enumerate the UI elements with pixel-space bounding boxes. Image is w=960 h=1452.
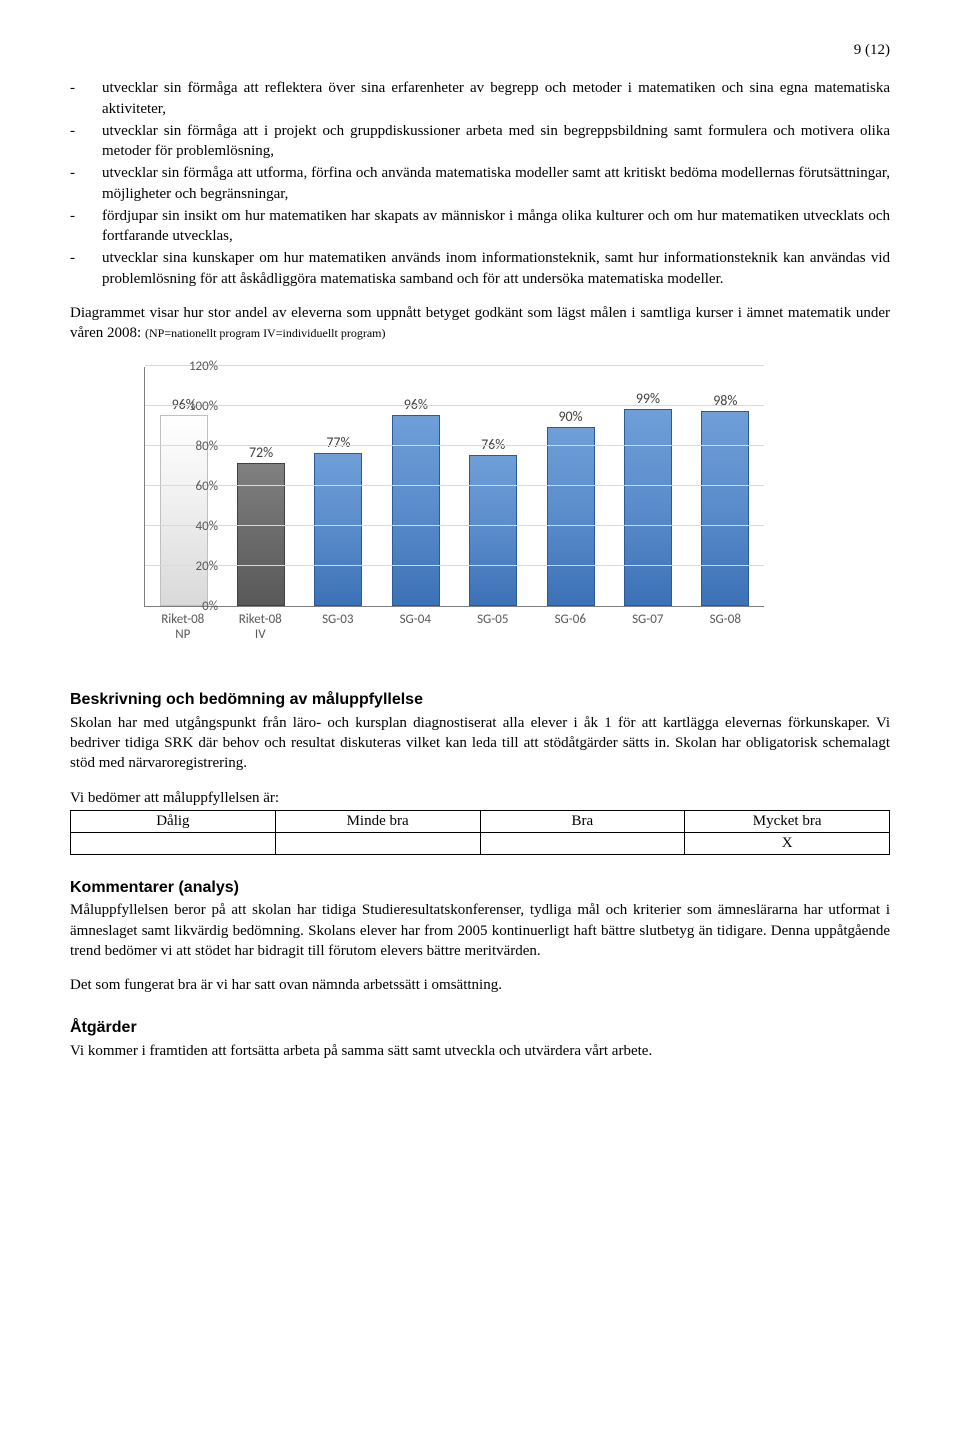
assess-intro: Vi bedömer att måluppfyllelsen är: (70, 788, 890, 808)
assess-header-cell: Dålig (71, 810, 276, 832)
section-desc-body: Skolan har med utgångspunkt från läro- o… (70, 713, 890, 774)
bar: 99% (624, 409, 672, 606)
bullet-dash: - (70, 121, 102, 162)
bullet-dash: - (70, 248, 102, 289)
bar-slot: 96% (377, 367, 454, 606)
grid-line (145, 565, 764, 566)
x-tick-label: SG-04 (377, 609, 455, 643)
grid-line (145, 485, 764, 486)
x-tick-label: SG-05 (454, 609, 532, 643)
section-desc-title: Beskrivning och bedömning av måluppfylle… (70, 689, 890, 711)
bar: 98% (701, 411, 749, 606)
assess-mark-cell (480, 832, 685, 854)
x-axis-labels: Riket-08NPRiket-08IVSG-03SG-04SG-05SG-06… (144, 609, 764, 643)
bar: 96% (392, 415, 440, 606)
bar-slot: 99% (609, 367, 686, 606)
y-tick-label: 20% (168, 558, 218, 576)
section-actions-title: Åtgärder (70, 1017, 890, 1039)
x-tick-label: SG-07 (609, 609, 687, 643)
assess-header-cell: Mycket bra (685, 810, 890, 832)
chart-intro: Diagrammet visar hur stor andel av eleve… (70, 303, 890, 344)
x-tick-label: Riket-08IV (222, 609, 300, 643)
assess-mark-cell (275, 832, 480, 854)
bullet-dash: - (70, 206, 102, 247)
bar-value-label: 77% (326, 434, 350, 453)
y-tick-label: 100% (168, 398, 218, 416)
bar: 76% (469, 455, 517, 606)
bullet-list: -utvecklar sin förmåga att reflektera öv… (70, 78, 890, 289)
section-comment-extra: Det som fungerat bra är vi har satt ovan… (70, 975, 890, 995)
list-item: -fördjupar sin insikt om hur matematiken… (70, 206, 890, 247)
assess-header-cell: Minde bra (275, 810, 480, 832)
grid-line (145, 405, 764, 406)
list-item: -utvecklar sin förmåga att reflektera öv… (70, 78, 890, 119)
bar-chart: 96%72%77%96%76%90%99%98% Riket-08NPRiket… (90, 359, 790, 659)
y-tick-label: 40% (168, 518, 218, 536)
bullet-text: utvecklar sin förmåga att utforma, förfi… (102, 163, 890, 204)
chart-plot-area: 96%72%77%96%76%90%99%98% (144, 367, 764, 607)
x-tick-label: SG-08 (687, 609, 765, 643)
x-tick-label: SG-03 (299, 609, 377, 643)
list-item: -utvecklar sin förmåga att utforma, förf… (70, 163, 890, 204)
assess-mark-cell (71, 832, 276, 854)
bar-slot: 77% (300, 367, 377, 606)
grid-line (145, 445, 764, 446)
bar-slot: 98% (687, 367, 764, 606)
bullet-text: utvecklar sin förmåga att i projekt och … (102, 121, 890, 162)
page-number: 9 (12) (70, 40, 890, 60)
bullet-dash: - (70, 78, 102, 119)
bars-row: 96%72%77%96%76%90%99%98% (145, 367, 764, 606)
assess-mark-cell: X (685, 832, 890, 854)
y-tick-label: 60% (168, 478, 218, 496)
bar-value-label: 98% (713, 392, 737, 411)
bar-slot: 90% (532, 367, 609, 606)
chart-intro-note: (NP=nationellt program IV=individuellt p… (145, 326, 386, 340)
assess-header-cell: Bra (480, 810, 685, 832)
chart-container: 96%72%77%96%76%90%99%98% Riket-08NPRiket… (90, 359, 890, 659)
bar: 90% (547, 427, 595, 606)
bullet-text: fördjupar sin insikt om hur matematiken … (102, 206, 890, 247)
grid-line (145, 525, 764, 526)
bar-slot: 72% (222, 367, 299, 606)
bar: 77% (314, 453, 362, 606)
bar-value-label: 90% (558, 408, 582, 427)
section-comment-title: Kommentarer (analys) (70, 877, 890, 899)
assessment-table: DåligMinde braBraMycket bra X (70, 810, 890, 855)
x-tick-label: SG-06 (532, 609, 610, 643)
bar-slot: 76% (455, 367, 532, 606)
list-item: -utvecklar sin förmåga att i projekt och… (70, 121, 890, 162)
bullet-text: utvecklar sina kunskaper om hur matemati… (102, 248, 890, 289)
table-row: X (71, 832, 890, 854)
y-tick-label: 120% (168, 358, 218, 376)
table-row: DåligMinde braBraMycket bra (71, 810, 890, 832)
section-comment-body: Måluppfyllelsen beror på att skolan har … (70, 900, 890, 961)
y-tick-label: 0% (168, 598, 218, 616)
bullet-dash: - (70, 163, 102, 204)
list-item: -utvecklar sina kunskaper om hur matemat… (70, 248, 890, 289)
y-tick-label: 80% (168, 438, 218, 456)
bar-value-label: 72% (249, 444, 273, 463)
bullet-text: utvecklar sin förmåga att reflektera öve… (102, 78, 890, 119)
section-actions-body: Vi kommer i framtiden att fortsätta arbe… (70, 1041, 890, 1061)
grid-line (145, 365, 764, 366)
